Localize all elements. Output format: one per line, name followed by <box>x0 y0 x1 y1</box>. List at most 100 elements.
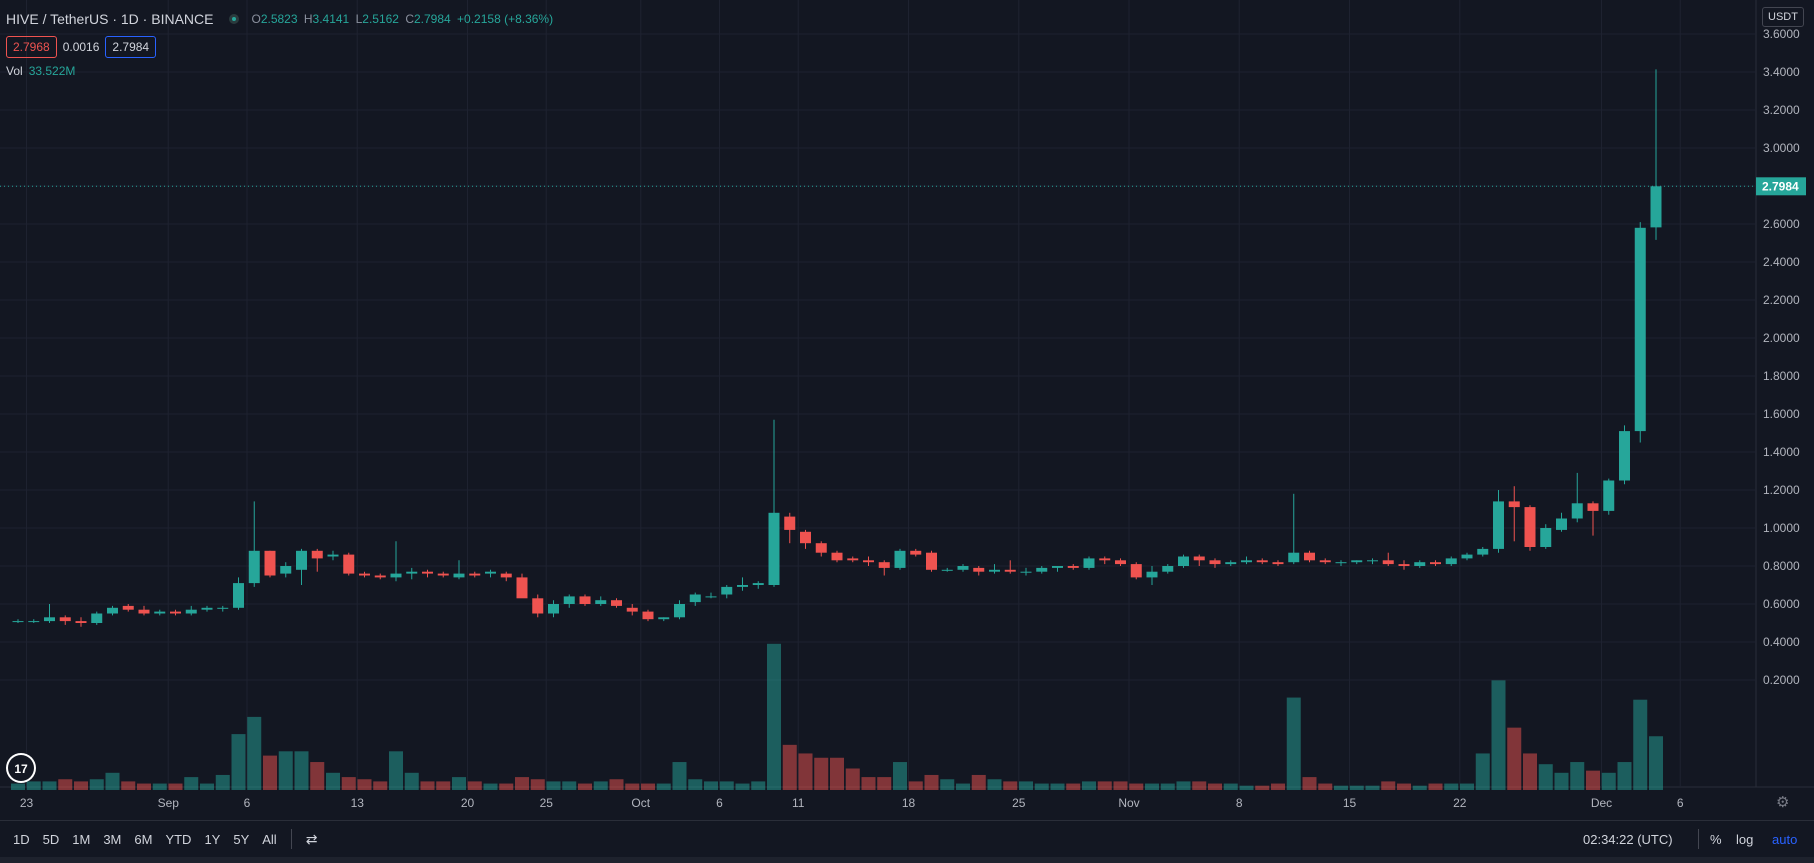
range-5d-button[interactable]: 5D <box>42 831 60 847</box>
candle-body <box>1099 558 1111 561</box>
bottom-toolbar: 1D 5D 1M 3M 6M YTD 1Y 5Y All ⇄ 02:34:22 … <box>0 820 1814 857</box>
volume-bar <box>641 783 655 790</box>
candle-body <box>1083 558 1095 568</box>
volume-bar <box>467 781 482 790</box>
volume-bar <box>735 783 750 790</box>
range-ytd-button[interactable]: YTD <box>165 831 192 847</box>
price-chart[interactable]: 3.60003.40003.20003.00002.80002.60002.40… <box>0 0 1814 820</box>
candle-body <box>1619 431 1630 481</box>
volume-bar <box>326 772 340 790</box>
toolbar-divider <box>1698 829 1699 849</box>
spread-value: 0.0016 <box>62 40 100 54</box>
open-value: 2.5823 <box>260 12 298 26</box>
chart-legend: HIVE / TetherUS · 1D · BINANCE O2.5823 H… <box>6 10 556 78</box>
candle-body <box>1603 480 1615 511</box>
range-6m-button[interactable]: 6M <box>134 831 153 847</box>
y-tick-label: 0.6000 <box>1763 597 1800 611</box>
x-tick-label: 20 <box>461 796 475 810</box>
candle-body <box>422 571 433 574</box>
high-value: 3.4141 <box>312 12 350 26</box>
candle-body <box>579 596 591 604</box>
candle-body <box>248 550 260 584</box>
candle-body <box>595 600 607 604</box>
candle-body <box>626 607 638 612</box>
log-toggle[interactable]: log <box>1736 832 1754 847</box>
candle-body <box>122 605 134 610</box>
candle-body <box>374 575 386 578</box>
range-1d-button[interactable]: 1D <box>13 831 30 847</box>
volume-bar <box>1554 772 1569 790</box>
candle-body <box>1445 558 1457 565</box>
candle-body <box>1461 554 1473 559</box>
candle-body <box>800 531 811 544</box>
volume-bar <box>137 783 151 790</box>
range-3m-button[interactable]: 3M <box>103 831 122 847</box>
y-tick-label: 1.2000 <box>1763 483 1800 497</box>
percent-toggle[interactable]: % <box>1710 832 1722 847</box>
candle-body <box>1146 571 1158 578</box>
candle-body <box>343 554 355 574</box>
candle-body <box>327 554 339 557</box>
candle-body <box>1414 562 1426 566</box>
candle-body <box>1319 560 1331 563</box>
tradingview-logo-icon[interactable]: 17 <box>6 753 36 783</box>
auto-scale-toggle[interactable]: auto <box>1772 832 1798 847</box>
x-tick-label: Dec <box>1591 796 1612 810</box>
candle-body <box>469 573 481 576</box>
volume-bar <box>546 781 561 790</box>
volume-bar <box>767 643 781 790</box>
bid-price-box[interactable]: 2.7968 <box>6 36 57 58</box>
volume-bar <box>908 781 923 790</box>
x-tick-label: Nov <box>1118 796 1139 810</box>
gear-icon[interactable]: ⚙ <box>1776 794 1790 811</box>
candle-body <box>1130 564 1142 578</box>
ohlc-values: O2.5823 H3.4141 L2.5162 C2.7984 +0.2158 … <box>251 12 554 26</box>
range-1y-button[interactable]: 1Y <box>204 831 221 847</box>
y-tick-label: 3.2000 <box>1763 103 1800 117</box>
candle-body <box>44 617 55 622</box>
candle-body <box>1304 552 1315 561</box>
footer-strip <box>0 857 1814 863</box>
y-tick-label: 2.0000 <box>1763 331 1800 345</box>
volume-bar <box>499 783 514 790</box>
volume-bar <box>1475 753 1490 790</box>
volume-bar <box>357 779 372 790</box>
candle-body <box>1556 518 1567 530</box>
range-all-button[interactable]: All <box>262 831 277 847</box>
symbol-title[interactable]: HIVE / TetherUS · 1D · BINANCE <box>6 11 214 27</box>
volume-bar <box>1286 697 1301 790</box>
volume-bar <box>1176 781 1191 790</box>
volume-bar <box>1271 783 1285 790</box>
volume-bar <box>830 757 844 790</box>
volume-bar <box>184 777 199 790</box>
candle-body <box>1241 560 1252 563</box>
candle-body <box>217 607 229 609</box>
range-1m-button[interactable]: 1M <box>72 831 91 847</box>
y-tick-label: 3.0000 <box>1763 141 1800 155</box>
y-tick-label: 0.2000 <box>1763 673 1800 687</box>
ask-price-box[interactable]: 2.7984 <box>105 36 157 58</box>
x-tick-label: 11 <box>792 796 805 810</box>
volume-bar <box>1302 777 1317 790</box>
chart-area[interactable]: 3.60003.40003.20003.00002.80002.60002.40… <box>0 0 1814 810</box>
candle-body <box>1052 566 1063 568</box>
candle-body <box>548 604 559 614</box>
volume-bar <box>1192 781 1207 790</box>
x-tick-label: 18 <box>902 796 916 810</box>
range-5y-button[interactable]: 5Y <box>233 831 250 847</box>
candle-body <box>1162 566 1174 572</box>
axis-unit-button[interactable]: USDT <box>1762 7 1804 27</box>
x-tick-label: 8 <box>1236 796 1243 810</box>
candle-body <box>815 543 827 553</box>
volume-bar <box>341 777 356 790</box>
candle-body <box>485 571 496 574</box>
volume-bar <box>1034 783 1049 790</box>
go-to-date-icon[interactable]: ⇄ <box>305 830 318 847</box>
candle-body <box>170 611 181 614</box>
candle-body <box>910 550 922 555</box>
y-tick-label: 0.4000 <box>1763 635 1800 649</box>
candle-body <box>894 550 906 568</box>
candle-body <box>642 611 654 620</box>
utc-clock[interactable]: 02:34:22 (UTC) <box>1583 832 1673 847</box>
candle-body <box>1335 562 1347 564</box>
